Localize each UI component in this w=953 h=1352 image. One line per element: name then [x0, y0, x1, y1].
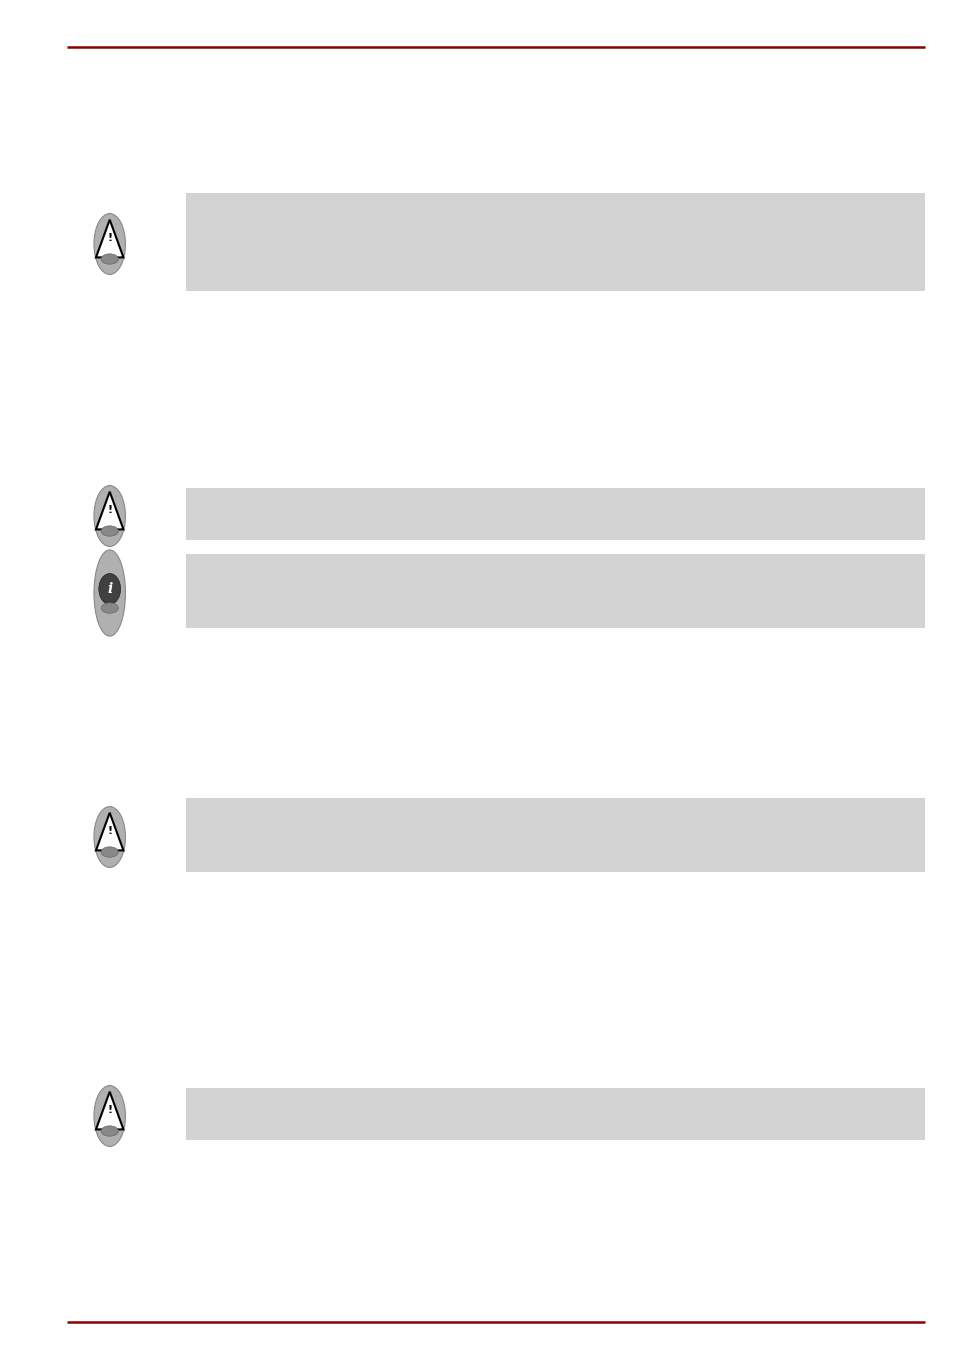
- Text: !: !: [107, 233, 112, 243]
- Ellipse shape: [101, 846, 118, 857]
- Text: i: i: [107, 581, 112, 596]
- Ellipse shape: [101, 1126, 118, 1136]
- Ellipse shape: [93, 1086, 126, 1146]
- Ellipse shape: [93, 550, 126, 637]
- FancyBboxPatch shape: [186, 798, 924, 872]
- Polygon shape: [96, 219, 123, 257]
- Ellipse shape: [101, 254, 118, 264]
- Text: !: !: [107, 1105, 112, 1115]
- FancyBboxPatch shape: [186, 1088, 924, 1140]
- FancyBboxPatch shape: [186, 193, 924, 291]
- Ellipse shape: [93, 807, 126, 868]
- Polygon shape: [96, 813, 123, 850]
- Text: !: !: [107, 504, 112, 515]
- FancyBboxPatch shape: [186, 488, 924, 539]
- Text: !: !: [107, 826, 112, 836]
- Ellipse shape: [93, 214, 126, 274]
- Ellipse shape: [101, 603, 118, 614]
- Polygon shape: [96, 1091, 123, 1129]
- Circle shape: [99, 573, 120, 604]
- Polygon shape: [96, 492, 123, 530]
- FancyBboxPatch shape: [186, 554, 924, 627]
- Ellipse shape: [101, 526, 118, 537]
- Ellipse shape: [93, 485, 126, 546]
